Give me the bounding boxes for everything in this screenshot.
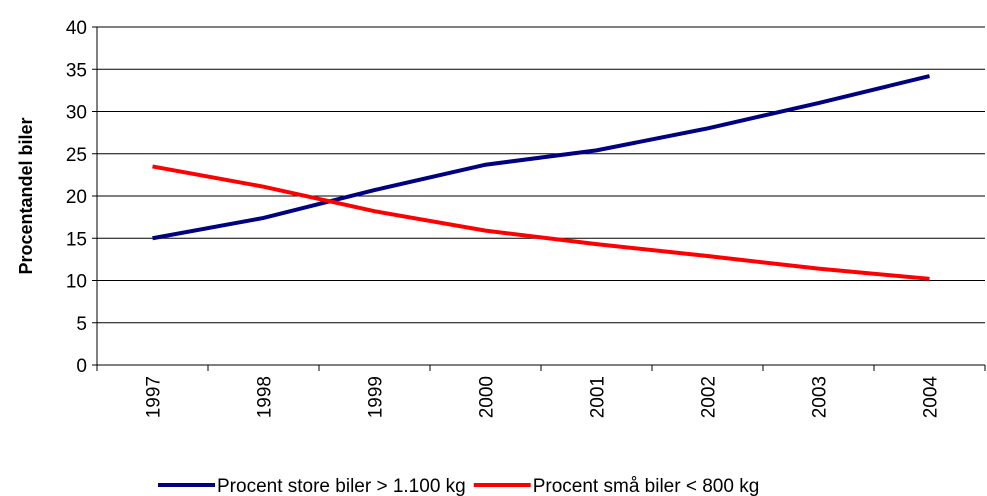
x-tick-label: 2001 <box>588 376 609 418</box>
y-tick-label: 20 <box>66 187 87 208</box>
x-tick-label: 1999 <box>366 376 387 418</box>
x-tick-label: 2002 <box>699 376 720 418</box>
x-tick-label: 2003 <box>810 376 831 418</box>
y-tick-label: 5 <box>76 314 87 335</box>
y-axis-label: Procentandel biler <box>16 117 36 274</box>
y-tick-label: 40 <box>66 18 87 39</box>
series-line <box>152 74 930 241</box>
y-tick-label: 25 <box>66 145 87 166</box>
y-tick-label: 30 <box>66 103 87 124</box>
legend-label: Procent store biler > 1.100 kg <box>217 476 466 496</box>
y-tick-label: 0 <box>76 356 87 377</box>
y-tick-label: 15 <box>66 229 87 250</box>
series-line <box>152 164 930 281</box>
x-tick-label: 1997 <box>144 376 165 418</box>
x-tick-label: 1998 <box>255 376 276 418</box>
x-tick-label: 2004 <box>921 376 942 419</box>
y-tick-label: 35 <box>66 60 87 81</box>
y-tick-label: 10 <box>66 272 87 293</box>
legend-label: Procent små biler < 800 kg <box>533 476 760 496</box>
x-tick-label: 2000 <box>477 376 498 418</box>
